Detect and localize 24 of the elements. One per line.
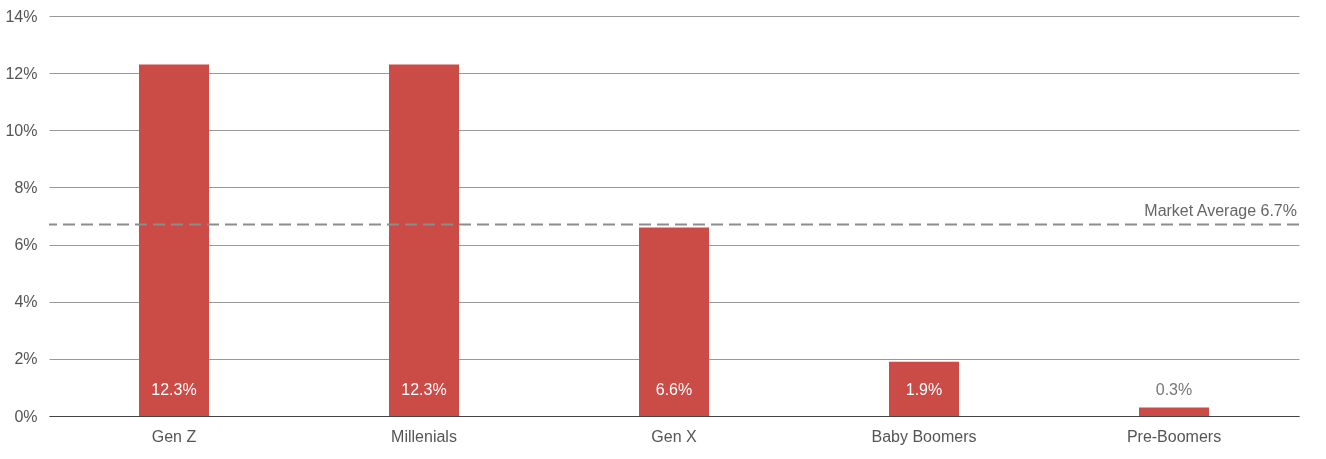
y-tick-label: 6%	[14, 236, 38, 254]
bar	[889, 361, 959, 416]
data-label: 6.6%	[655, 381, 693, 398]
y-tick-label: 10%	[5, 121, 38, 139]
x-tick-label: Gen X	[651, 427, 698, 445]
bar	[1139, 407, 1209, 416]
x-tick-label: Baby Boomers	[871, 427, 977, 445]
x-tick-label: Gen Z	[151, 427, 197, 445]
bar	[139, 64, 209, 416]
x-tick-label: Millenials	[391, 427, 457, 445]
y-tick-label: 0%	[14, 407, 38, 425]
ref-line-label: Market Average 6.7%	[1144, 201, 1297, 219]
data-label: 1.9%	[905, 381, 943, 398]
y-tick-label: 14%	[5, 7, 38, 25]
y-tick-label: 4%	[14, 293, 38, 311]
data-label: 12.3%	[151, 381, 197, 398]
y-tick-label: 12%	[5, 64, 38, 82]
bar	[389, 64, 459, 416]
x-tick-label: Pre-Boomers	[1126, 427, 1222, 445]
y-tick-label: 8%	[14, 178, 38, 196]
bar	[639, 227, 709, 416]
data-label: 0.3%	[1155, 381, 1193, 398]
y-tick-label: 2%	[14, 350, 38, 368]
data-label: 12.3%	[401, 381, 447, 398]
